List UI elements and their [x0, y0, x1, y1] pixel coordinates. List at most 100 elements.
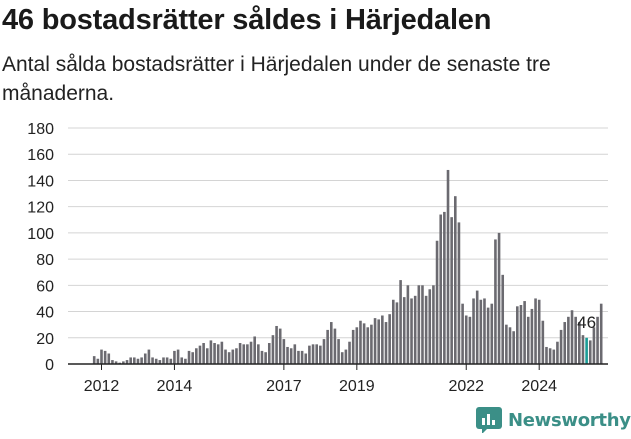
bar [151, 357, 154, 364]
bar [373, 318, 377, 364]
bar [406, 285, 410, 364]
bar [519, 305, 523, 364]
bar [282, 339, 286, 364]
newsworthy-logo-icon [476, 407, 502, 433]
bar [391, 299, 395, 364]
bar [271, 335, 275, 364]
bar [154, 358, 158, 364]
bar [297, 350, 300, 364]
bar [235, 348, 238, 364]
bar [421, 285, 424, 364]
bar [592, 327, 596, 364]
bar [260, 350, 264, 364]
y-tick-label: 180 [27, 121, 54, 138]
bar [205, 348, 209, 364]
bar [381, 315, 384, 364]
bar [399, 280, 402, 364]
bar [596, 316, 599, 364]
bar [198, 345, 202, 364]
bar [114, 361, 118, 364]
brand-logo: Newsworthy [476, 407, 631, 433]
bar [140, 357, 143, 364]
bar [147, 349, 151, 364]
bar [530, 308, 534, 364]
bar [599, 303, 603, 364]
bar [424, 295, 428, 364]
bar [585, 337, 588, 364]
y-tick-label: 60 [36, 278, 54, 295]
bar [534, 298, 537, 364]
bar [516, 306, 519, 364]
x-tick-label: 2024 [521, 378, 557, 395]
bar [333, 328, 337, 364]
bar [552, 349, 556, 364]
x-tick-label: 2014 [157, 378, 193, 395]
bar [501, 274, 505, 364]
bar [103, 350, 107, 364]
bar [410, 298, 413, 364]
bar [340, 352, 344, 364]
chart-subtitle: Antal sålda bostadsrätter i Härjedalen u… [2, 53, 551, 105]
bar [231, 349, 235, 364]
bar [165, 357, 169, 364]
bar [191, 352, 194, 364]
bar [202, 343, 205, 364]
bar [184, 358, 187, 364]
bar [173, 350, 176, 364]
bar [417, 285, 421, 364]
bar [224, 349, 227, 364]
bar [490, 303, 494, 364]
bar [581, 335, 585, 364]
bar [264, 352, 267, 364]
bar [588, 340, 592, 364]
bar [180, 357, 184, 364]
bar [122, 361, 125, 364]
bar [267, 343, 271, 364]
bar [483, 298, 486, 364]
bar [486, 307, 490, 364]
bar [257, 344, 260, 364]
x-tick-label: 2017 [266, 378, 302, 395]
bar [457, 222, 461, 364]
y-tick-label: 40 [36, 305, 54, 322]
bar [300, 350, 304, 364]
bar [574, 316, 577, 364]
bar [454, 196, 457, 364]
bar [319, 345, 322, 364]
bar [446, 169, 450, 364]
bar [450, 217, 453, 364]
y-tick-label: 100 [27, 226, 54, 243]
bar [195, 348, 198, 364]
bar [567, 316, 570, 364]
bar [556, 341, 559, 364]
bar [337, 339, 340, 364]
bar [176, 349, 180, 364]
bar [187, 350, 191, 364]
bar [461, 303, 464, 364]
highlight-value-label: 46 [577, 313, 596, 332]
bar [143, 353, 147, 364]
x-axis: 2012 2014 2017 2019 2022 2024 [68, 363, 608, 395]
bar [359, 320, 362, 364]
bar [494, 239, 497, 364]
brand-name: Newsworthy [508, 409, 631, 431]
bar [169, 358, 173, 364]
y-tick-label: 120 [27, 200, 54, 217]
bar [570, 310, 574, 364]
bar [275, 325, 278, 364]
bar [395, 302, 399, 364]
bar [242, 344, 246, 364]
bar [541, 320, 545, 364]
bar [246, 344, 249, 364]
bar [435, 240, 439, 364]
bar [162, 357, 165, 364]
bar [497, 232, 501, 364]
bar [366, 327, 370, 364]
bar [238, 343, 242, 364]
bar [326, 329, 329, 364]
bar [129, 357, 132, 364]
y-tick-label: 80 [36, 252, 54, 269]
bar [289, 348, 293, 364]
bar [512, 331, 515, 364]
